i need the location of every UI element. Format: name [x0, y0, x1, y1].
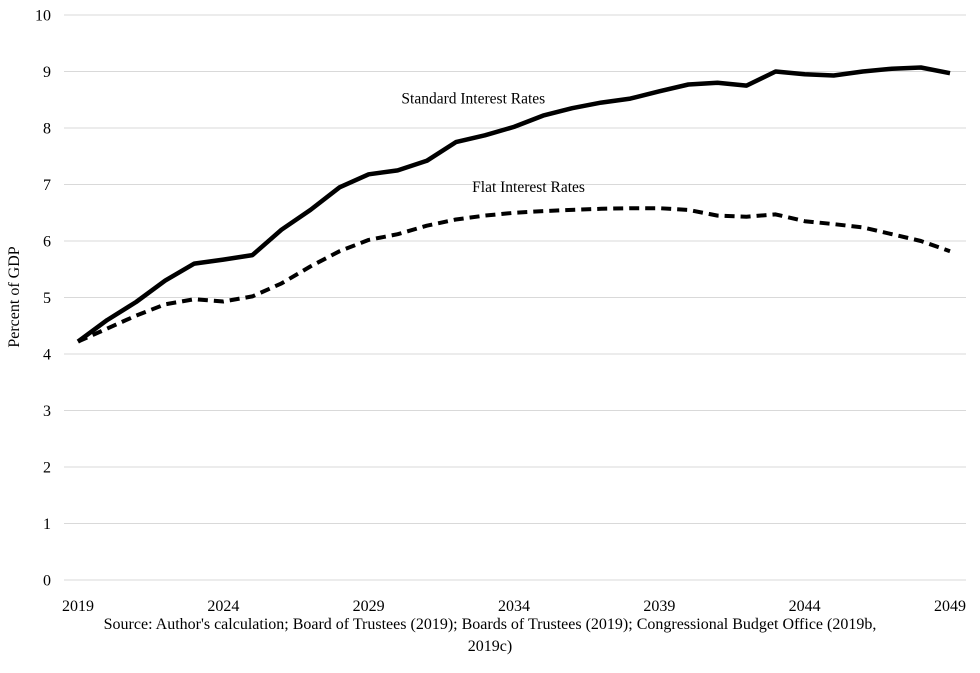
y-tick-label: 10 [35, 8, 51, 25]
y-tick-label: 9 [43, 64, 51, 81]
y-tick-label: 0 [43, 573, 51, 590]
y-tick-label: 8 [43, 121, 51, 138]
y-tick-label: 3 [43, 403, 51, 420]
y-axis-title: Percent of GDP [6, 246, 23, 347]
x-tick-label: 2029 [353, 598, 385, 615]
y-tick-label: 1 [43, 516, 51, 533]
x-tick-label: 2024 [207, 598, 239, 615]
x-tick-label: 2044 [789, 598, 821, 615]
source-note: Source: Author's calculation; Board of T… [103, 616, 877, 655]
x-tick-label: 2034 [498, 598, 530, 615]
series-line-dashed [77, 206, 951, 344]
x-tick-label: 2019 [62, 598, 94, 615]
x-tick-label: 2039 [643, 598, 675, 615]
y-tick-label: 5 [43, 290, 51, 307]
series-label-standard-interest-rates: Standard Interest Rates [401, 91, 545, 108]
y-tick-label: 4 [43, 347, 51, 364]
y-axis-tick-labels: 0 1 2 3 4 5 6 7 8 9 10 [35, 8, 51, 590]
series-lines-group [76, 65, 951, 344]
x-axis-tick-labels: 2019 2024 2029 2034 2039 2044 2049 [62, 598, 966, 615]
series-line-solid [76, 65, 951, 344]
y-tick-label: 6 [43, 234, 51, 251]
y-tick-label: 7 [43, 177, 51, 194]
x-tick-label: 2049 [934, 598, 966, 615]
series-label-flat-interest-rates: Flat Interest Rates [472, 179, 585, 196]
y-tick-label: 2 [43, 460, 51, 477]
